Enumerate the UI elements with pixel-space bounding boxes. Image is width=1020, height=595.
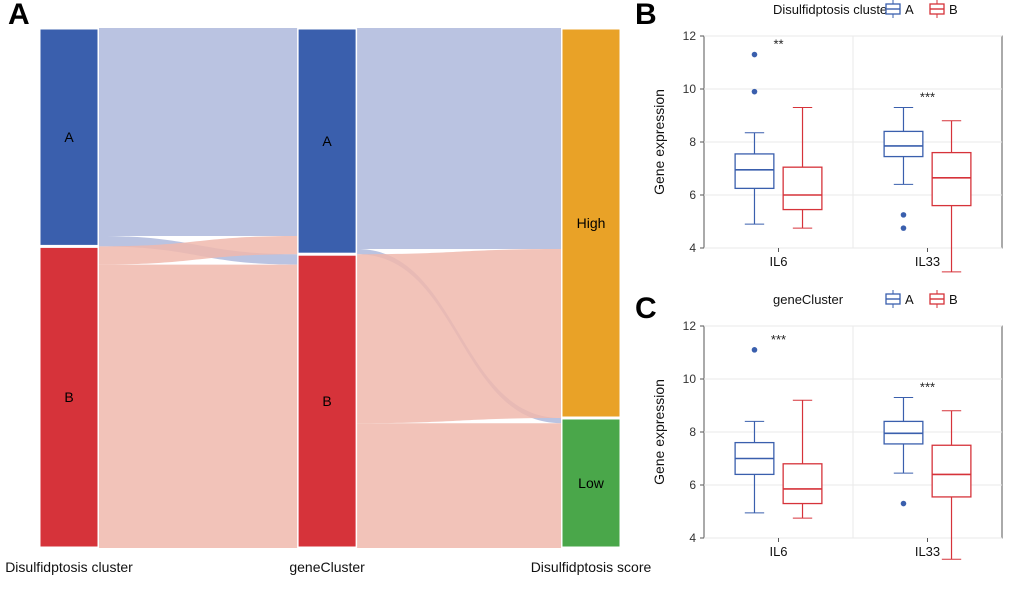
significance-mark: *** [771,332,786,347]
alluvial-bar-label: A [64,129,74,145]
y-axis-title: Gene expression [651,379,667,485]
outlier [752,52,758,58]
box [783,167,822,209]
ytick-label: 6 [689,478,696,492]
legend: Disulfidptosis cluster A B [773,0,958,18]
xtick-label: IL33 [915,254,940,269]
figure-svg: A B A B High Low Disulfidptosis cluster geneClu… [0,0,1020,590]
alluvial-flow [357,249,561,423]
legend-label: A [905,292,914,307]
figure-root: A B A B High Low Disulfidptosis cluster geneClu… [0,0,1020,590]
significance-mark: *** [920,380,935,395]
alluvial-flow [99,265,297,548]
y-axis-title: Gene expression [651,89,667,195]
panel-b-label: B [635,0,657,32]
legend-title: Disulfidptosis cluster [773,2,892,17]
box [783,464,822,504]
xtick-label: IL6 [769,254,787,269]
significance-mark: *** [920,90,935,105]
panel-c-label: C [635,292,657,326]
alluvial-bar-label: A [322,133,332,149]
boxplot-panel: 4 6 8 10 12 Gene expression IL6 *** IL33 *** [651,319,1002,559]
panel-a-label: A [8,0,30,32]
alluvial-bar-label: Low [578,475,605,491]
ytick-label: 10 [683,372,697,386]
ytick-label: 10 [683,82,697,96]
alluvial-bar-label: B [64,389,73,405]
outlier [752,347,758,353]
legend-label: B [949,2,958,17]
ytick-label: 12 [683,29,697,43]
box [884,131,923,156]
box [735,154,774,188]
alluvial-axis-label: Disulfidptosis cluster [5,559,133,575]
xtick-label: IL6 [769,544,787,559]
outlier [752,89,758,95]
ytick-label: 12 [683,319,697,333]
outlier [901,501,907,507]
xtick-label: IL33 [915,544,940,559]
alluvial-bar-label: B [322,393,331,409]
outlier [901,212,907,218]
alluvial-bar-label: High [577,215,606,231]
alluvial-flow [357,28,561,249]
significance-mark: ** [773,37,783,52]
alluvial-axis-label: Disulfidptosis score [531,559,652,575]
ytick-label: 4 [689,531,696,545]
boxplot-panel: 4 6 8 10 12 Gene expression IL6 ** IL33 *** [651,29,1002,272]
legend-title: geneCluster [773,292,844,307]
alluvial-flow [99,28,297,236]
legend-label: B [949,292,958,307]
ytick-label: 4 [689,241,696,255]
legend: geneCluster A B [773,290,958,308]
box [932,153,971,206]
ytick-label: 8 [689,135,696,149]
box [932,445,971,497]
alluvial-flow [357,423,561,548]
ytick-label: 8 [689,425,696,439]
alluvial-axis-label: geneCluster [289,559,365,575]
outlier [901,225,907,231]
legend-label: A [905,2,914,17]
ytick-label: 6 [689,188,696,202]
